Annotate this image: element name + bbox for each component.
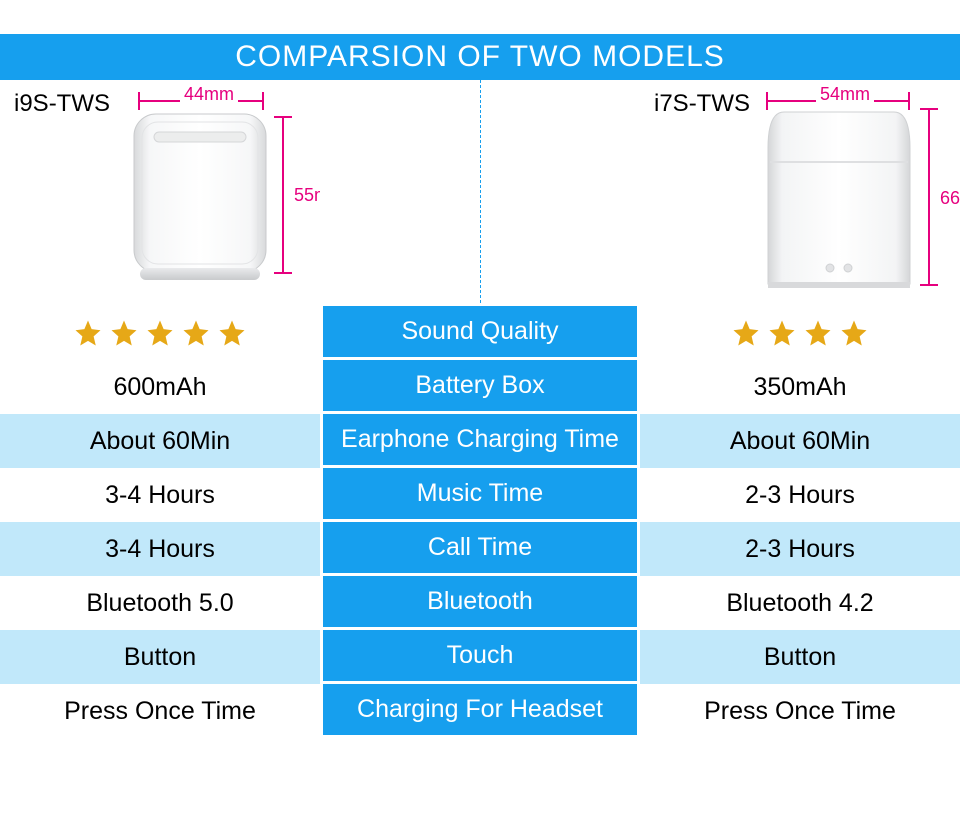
cell-label: Music Time bbox=[323, 468, 637, 519]
product-right-case bbox=[764, 108, 914, 292]
title-bar: COMPARSION OF TWO MODELS bbox=[0, 34, 960, 80]
dim-bar-height-left bbox=[274, 116, 292, 274]
cell-left bbox=[0, 306, 320, 360]
cell-left: 600mAh bbox=[0, 360, 320, 414]
cell-label: Sound Quality bbox=[323, 306, 637, 357]
cell-right: Button bbox=[640, 630, 960, 684]
row-2: About 60MinEarphone Charging TimeAbout 6… bbox=[0, 414, 960, 468]
cell-right bbox=[640, 306, 960, 360]
product-left-name: i9S-TWS bbox=[14, 90, 110, 118]
cell-label: Touch bbox=[323, 630, 637, 681]
product-right: i7S-TWS 54mm 66mm bbox=[640, 80, 960, 303]
product-right-name: i7S-TWS bbox=[654, 90, 750, 118]
product-row: i9S-TWS 44mm 55mm bbox=[0, 80, 960, 303]
dim-width-right: 54mm bbox=[816, 84, 874, 105]
cell-label: Earphone Charging Time bbox=[323, 414, 637, 465]
cell-right: 2-3 Hours bbox=[640, 522, 960, 576]
cell-right: Bluetooth 4.2 bbox=[640, 576, 960, 630]
cell-left: Bluetooth 5.0 bbox=[0, 576, 320, 630]
product-divider-col bbox=[320, 80, 640, 303]
dim-bar-height-right bbox=[920, 108, 938, 286]
row-3: 3-4 HoursMusic Time2-3 Hours bbox=[0, 468, 960, 522]
cell-label: Battery Box bbox=[323, 360, 637, 411]
cell-left: 3-4 Hours bbox=[0, 522, 320, 576]
cell-right: 2-3 Hours bbox=[640, 468, 960, 522]
stars-left bbox=[73, 318, 247, 348]
row-0: Sound Quality bbox=[0, 306, 960, 360]
row-5: Bluetooth 5.0BluetoothBluetooth 4.2 bbox=[0, 576, 960, 630]
dim-width-left: 44mm bbox=[180, 84, 238, 105]
row-6: ButtonTouchButton bbox=[0, 630, 960, 684]
row-4: 3-4 HoursCall Time2-3 Hours bbox=[0, 522, 960, 576]
cell-label: Charging For Headset bbox=[323, 684, 637, 735]
row-7: Press Once TimeCharging For HeadsetPress… bbox=[0, 684, 960, 738]
cell-label: Bluetooth bbox=[323, 576, 637, 627]
product-left-case bbox=[132, 112, 268, 284]
product-left: i9S-TWS 44mm 55mm bbox=[0, 80, 320, 303]
cell-left: Press Once Time bbox=[0, 684, 320, 738]
comparison-table: Sound Quality600mAhBattery Box350mAhAbou… bbox=[0, 306, 960, 738]
cell-left: 3-4 Hours bbox=[0, 468, 320, 522]
cell-right: 350mAh bbox=[640, 360, 960, 414]
comparison-infographic: COMPARSION OF TWO MODELS i9S-TWS 44mm 55… bbox=[0, 0, 960, 738]
cell-left: Button bbox=[0, 630, 320, 684]
dim-height-right: 66mm bbox=[940, 188, 960, 209]
stars-right bbox=[731, 318, 869, 348]
cell-right: Press Once Time bbox=[640, 684, 960, 738]
dashed-divider bbox=[480, 80, 481, 303]
cell-left: About 60Min bbox=[0, 414, 320, 468]
cell-label: Call Time bbox=[323, 522, 637, 573]
cell-right: About 60Min bbox=[640, 414, 960, 468]
row-1: 600mAhBattery Box350mAh bbox=[0, 360, 960, 414]
